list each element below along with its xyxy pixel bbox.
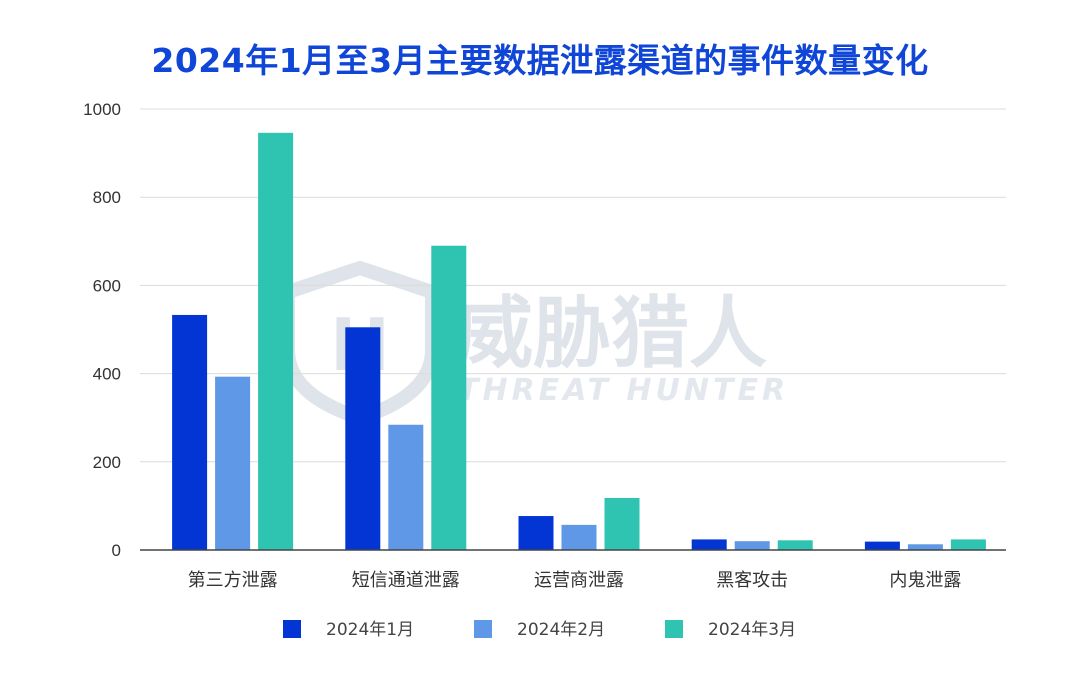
bar <box>734 541 770 550</box>
bar <box>215 376 251 550</box>
x-axis: 第三方泄露 短信通道泄露 运营商泄露 黑客攻击 内鬼泄露 <box>188 570 962 591</box>
legend-label: 2024年1月 <box>326 620 414 640</box>
y-tick-label: 0 <box>112 541 121 560</box>
legend-swatch <box>665 620 683 638</box>
y-tick-label: 600 <box>93 276 121 295</box>
bar <box>691 539 727 550</box>
bar <box>604 497 640 550</box>
y-tick-label: 800 <box>93 188 121 207</box>
bar <box>864 541 900 550</box>
bar <box>388 424 424 550</box>
x-tick-label: 内鬼泄露 <box>889 570 961 591</box>
legend-label: 2024年2月 <box>517 620 605 640</box>
watermark-sub-text: THREAT HUNTER <box>458 373 789 408</box>
bar <box>950 539 986 550</box>
chart-title: 2024年1月至3月主要数据泄露渠道的事件数量变化 <box>151 41 929 80</box>
y-tick-label: 200 <box>93 453 121 472</box>
bar <box>172 314 208 550</box>
bar <box>907 544 943 550</box>
bar <box>561 524 597 550</box>
legend-label: 2024年3月 <box>708 620 796 640</box>
y-tick-label: 400 <box>93 365 121 384</box>
y-axis: 0 200 400 600 800 1000 <box>83 100 121 560</box>
legend: 2024年1月 2024年2月 2024年3月 <box>283 620 796 640</box>
bar <box>258 132 294 550</box>
legend-swatch <box>283 620 301 638</box>
bar <box>431 245 467 550</box>
bar <box>345 327 381 550</box>
bar <box>777 540 813 550</box>
bars <box>172 132 986 550</box>
x-tick-label: 运营商泄露 <box>534 570 624 591</box>
y-tick-label: 1000 <box>83 100 121 119</box>
x-tick-label: 短信通道泄露 <box>352 570 460 591</box>
bar <box>518 516 554 550</box>
x-tick-label: 第三方泄露 <box>188 570 278 591</box>
x-tick-label: 黑客攻击 <box>716 570 788 591</box>
watermark-main-text: 威胁猎人 <box>455 289 767 379</box>
legend-swatch <box>474 620 492 638</box>
